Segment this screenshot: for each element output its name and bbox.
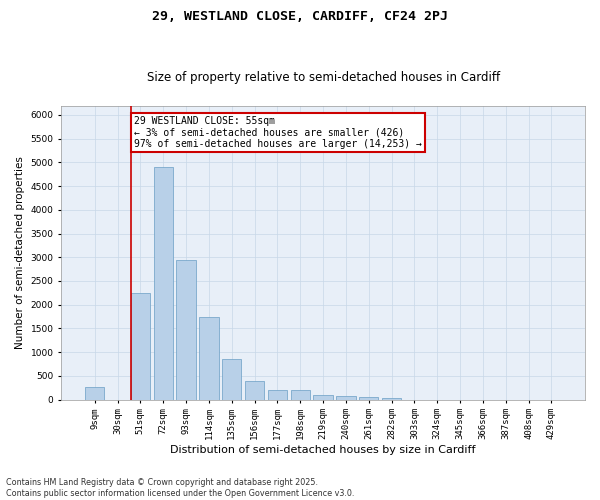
Bar xyxy=(359,397,379,400)
Bar xyxy=(313,395,333,400)
Text: 29, WESTLAND CLOSE, CARDIFF, CF24 2PJ: 29, WESTLAND CLOSE, CARDIFF, CF24 2PJ xyxy=(152,10,448,23)
Y-axis label: Number of semi-detached properties: Number of semi-detached properties xyxy=(15,156,25,349)
Bar xyxy=(176,260,196,400)
Bar xyxy=(199,316,218,400)
Bar xyxy=(336,396,356,400)
Bar xyxy=(245,380,264,400)
Title: Size of property relative to semi-detached houses in Cardiff: Size of property relative to semi-detach… xyxy=(146,70,500,84)
Bar xyxy=(131,293,150,400)
Bar xyxy=(222,359,241,400)
Bar xyxy=(382,398,401,400)
Bar xyxy=(290,390,310,400)
Text: Contains HM Land Registry data © Crown copyright and database right 2025.
Contai: Contains HM Land Registry data © Crown c… xyxy=(6,478,355,498)
Text: 29 WESTLAND CLOSE: 55sqm
← 3% of semi-detached houses are smaller (426)
97% of s: 29 WESTLAND CLOSE: 55sqm ← 3% of semi-de… xyxy=(134,116,422,149)
Bar xyxy=(85,386,104,400)
Bar xyxy=(154,167,173,400)
X-axis label: Distribution of semi-detached houses by size in Cardiff: Distribution of semi-detached houses by … xyxy=(170,445,476,455)
Bar xyxy=(268,390,287,400)
